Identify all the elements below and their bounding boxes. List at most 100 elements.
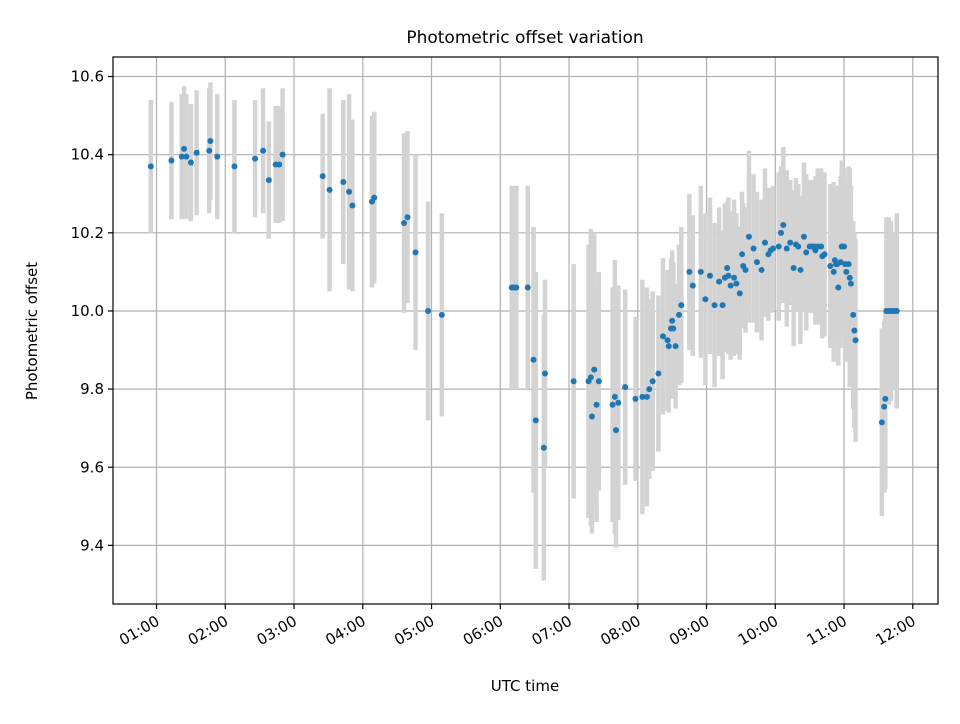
data-point <box>168 157 175 164</box>
data-point <box>837 259 844 266</box>
data-point <box>613 427 620 434</box>
data-point <box>639 393 646 400</box>
y-tick-label: 10.0 <box>71 302 104 320</box>
y-tick-label: 10.4 <box>71 146 104 164</box>
data-point <box>719 302 726 309</box>
x-tick-label: 11:00 <box>804 612 850 649</box>
data-point <box>711 302 718 309</box>
x-tick-label: 02:00 <box>185 612 231 649</box>
x-tick-label: 10:00 <box>735 612 781 649</box>
y-axis-label: Photometric offset <box>23 262 41 400</box>
x-tick-label: 04:00 <box>322 612 368 649</box>
data-point <box>686 268 693 275</box>
data-point <box>835 284 842 291</box>
data-point <box>404 214 411 221</box>
data-point <box>893 307 900 314</box>
x-tick-label: 08:00 <box>597 612 643 649</box>
data-point <box>260 147 267 154</box>
data-point <box>702 296 709 303</box>
data-point <box>851 327 858 334</box>
data-point <box>750 245 757 252</box>
data-point <box>787 239 794 246</box>
data-points <box>147 138 900 451</box>
data-point <box>689 282 696 289</box>
data-point <box>265 177 272 184</box>
data-point <box>821 251 828 258</box>
data-point <box>326 186 333 193</box>
data-point <box>665 343 672 350</box>
data-point <box>622 384 629 391</box>
data-point <box>795 243 802 250</box>
y-tick-label: 10.6 <box>71 68 104 86</box>
data-point <box>609 401 616 408</box>
data-point <box>187 159 194 166</box>
data-point <box>847 280 854 287</box>
data-point <box>881 403 888 410</box>
data-point <box>615 399 622 406</box>
data-point <box>845 261 852 268</box>
y-tick-label: 9.4 <box>80 536 104 554</box>
data-point <box>279 151 286 158</box>
data-point <box>827 263 834 270</box>
data-point <box>706 272 713 279</box>
data-point <box>346 188 353 195</box>
data-point <box>669 317 676 324</box>
y-tick-label: 9.8 <box>80 380 104 398</box>
data-point <box>425 307 432 314</box>
data-point <box>803 249 810 256</box>
x-axis-ticks: 01:00 02:00 03:00 04:00 05:00 06:00 07:00 08:00… <box>116 604 919 649</box>
data-point <box>731 274 738 281</box>
data-point <box>664 337 671 344</box>
error-bars <box>148 82 899 581</box>
data-point <box>736 290 743 297</box>
data-point <box>340 179 347 186</box>
data-point <box>725 272 732 279</box>
data-point <box>371 194 378 201</box>
data-point <box>727 282 734 289</box>
data-point <box>739 251 746 258</box>
data-point <box>588 413 595 420</box>
y-axis-ticks: 9.4 9.6 9.8 10.0 10.2 10.4 10.6 <box>71 68 113 554</box>
data-point <box>780 222 787 229</box>
data-point <box>252 155 259 162</box>
data-point <box>775 243 782 250</box>
grid-lines <box>113 57 938 604</box>
data-point <box>830 268 837 275</box>
data-point <box>183 153 190 160</box>
data-point <box>878 419 885 426</box>
data-point <box>745 233 752 240</box>
data-point <box>214 153 221 160</box>
data-point <box>761 239 768 246</box>
data-point <box>670 325 677 332</box>
data-point <box>646 386 653 393</box>
data-point <box>591 366 598 373</box>
data-point <box>319 173 326 180</box>
x-tick-label: 03:00 <box>254 612 300 649</box>
y-tick-label: 9.6 <box>80 458 104 476</box>
chart-title: Photometric offset variation <box>406 28 643 48</box>
data-point <box>593 401 600 408</box>
data-point <box>850 311 857 318</box>
data-point <box>643 393 650 400</box>
data-point <box>541 370 548 377</box>
data-point <box>724 264 731 271</box>
data-point <box>595 378 602 385</box>
data-point <box>532 417 539 424</box>
data-point <box>649 378 656 385</box>
data-point <box>758 266 765 273</box>
data-point <box>401 220 408 227</box>
data-point <box>818 243 825 250</box>
data-point <box>206 147 213 154</box>
data-point <box>770 245 776 252</box>
y-tick-label: 10.2 <box>71 224 104 242</box>
data-point <box>846 274 853 281</box>
data-point <box>524 284 531 291</box>
data-point <box>231 163 238 170</box>
data-point <box>797 266 804 273</box>
data-point <box>800 233 807 240</box>
data-point <box>716 278 723 285</box>
data-point <box>540 444 547 451</box>
data-point <box>438 311 445 318</box>
data-point <box>790 264 797 271</box>
